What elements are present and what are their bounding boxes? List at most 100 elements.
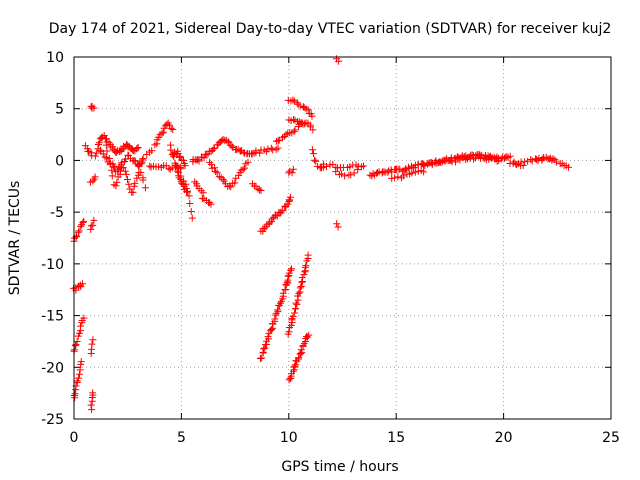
data-point (257, 187, 265, 195)
data-point (187, 207, 195, 215)
data-point (332, 168, 340, 176)
data-point (408, 169, 416, 177)
data-point (195, 157, 203, 165)
data-point (212, 167, 220, 175)
data-point (138, 156, 146, 164)
data-point (289, 96, 297, 104)
data-point (105, 154, 113, 162)
x-tick-label: 20 (495, 430, 513, 446)
data-point (91, 152, 99, 160)
data-point (280, 132, 288, 140)
data-point (335, 57, 343, 65)
data-point (159, 128, 167, 136)
data-point (298, 274, 306, 282)
data-point (274, 137, 282, 145)
chart-title: Day 174 of 2021, Sidereal Day-to-day VTE… (49, 21, 612, 37)
data-point (178, 156, 186, 164)
data-point (513, 161, 521, 169)
data-point (291, 361, 299, 369)
data-point (181, 162, 189, 170)
data-point (289, 165, 297, 173)
data-point (269, 146, 277, 154)
data-point (466, 154, 474, 162)
data-point (293, 301, 301, 309)
data-point (260, 345, 268, 353)
data-point (301, 268, 309, 276)
data-point (272, 137, 280, 145)
data-point (89, 389, 97, 397)
data-point (295, 289, 303, 297)
data-point (506, 152, 514, 160)
data-point (125, 180, 133, 188)
data-point (273, 212, 281, 220)
data-point (295, 354, 303, 362)
data-point (123, 176, 131, 184)
data-point (338, 170, 346, 178)
data-points (70, 55, 572, 414)
data-point (90, 104, 98, 112)
data-point (254, 185, 262, 193)
data-point (79, 218, 87, 226)
data-point (89, 336, 97, 344)
grid-lines (74, 57, 611, 419)
data-point (205, 199, 213, 207)
data-point (312, 157, 320, 165)
data-point (420, 168, 428, 176)
data-point (519, 161, 527, 169)
data-point (552, 158, 560, 166)
data-point (77, 222, 85, 230)
data-point (94, 140, 102, 148)
data-point (291, 309, 299, 317)
data-point (278, 134, 286, 142)
data-point (329, 160, 337, 168)
data-point (272, 309, 280, 317)
data-point (92, 149, 100, 157)
data-point (148, 147, 156, 155)
data-point (268, 215, 276, 223)
data-point (169, 151, 177, 159)
data-point (87, 401, 95, 409)
y-tick-label: -5 (50, 205, 64, 221)
data-point (103, 147, 111, 155)
data-point (76, 370, 84, 378)
data-point (346, 163, 354, 171)
data-point (319, 163, 327, 171)
data-point (303, 333, 311, 341)
data-point (360, 162, 368, 170)
data-point (239, 165, 247, 173)
data-point (411, 168, 419, 176)
data-point (291, 305, 299, 313)
y-tick-label: 0 (55, 153, 64, 169)
data-point (108, 172, 116, 180)
data-point (311, 156, 319, 164)
data-point (170, 153, 178, 161)
data-point (287, 266, 295, 274)
data-point (125, 152, 133, 160)
data-point (74, 228, 82, 236)
data-point (333, 220, 341, 228)
data-point (112, 182, 120, 190)
data-point (256, 186, 264, 194)
data-point (261, 344, 269, 352)
x-tick-label: 0 (70, 430, 79, 446)
data-point (77, 358, 85, 366)
data-point (334, 223, 342, 231)
data-point (95, 139, 103, 147)
data-point (279, 207, 287, 215)
y-tick-label: 10 (46, 50, 64, 66)
y-axis-label: SDTVAR / TECUs (7, 181, 23, 296)
data-point (317, 164, 325, 172)
data-point (77, 283, 85, 291)
data-point (347, 171, 355, 179)
data-point (309, 150, 317, 158)
data-point (219, 175, 227, 183)
data-point (258, 354, 266, 362)
data-point (289, 312, 297, 320)
data-point (172, 164, 180, 172)
data-point (102, 141, 110, 149)
x-axis-label: GPS time / hours (281, 459, 398, 475)
data-point (96, 146, 104, 154)
data-point (80, 314, 88, 322)
data-point (400, 172, 408, 180)
data-point (241, 164, 249, 172)
